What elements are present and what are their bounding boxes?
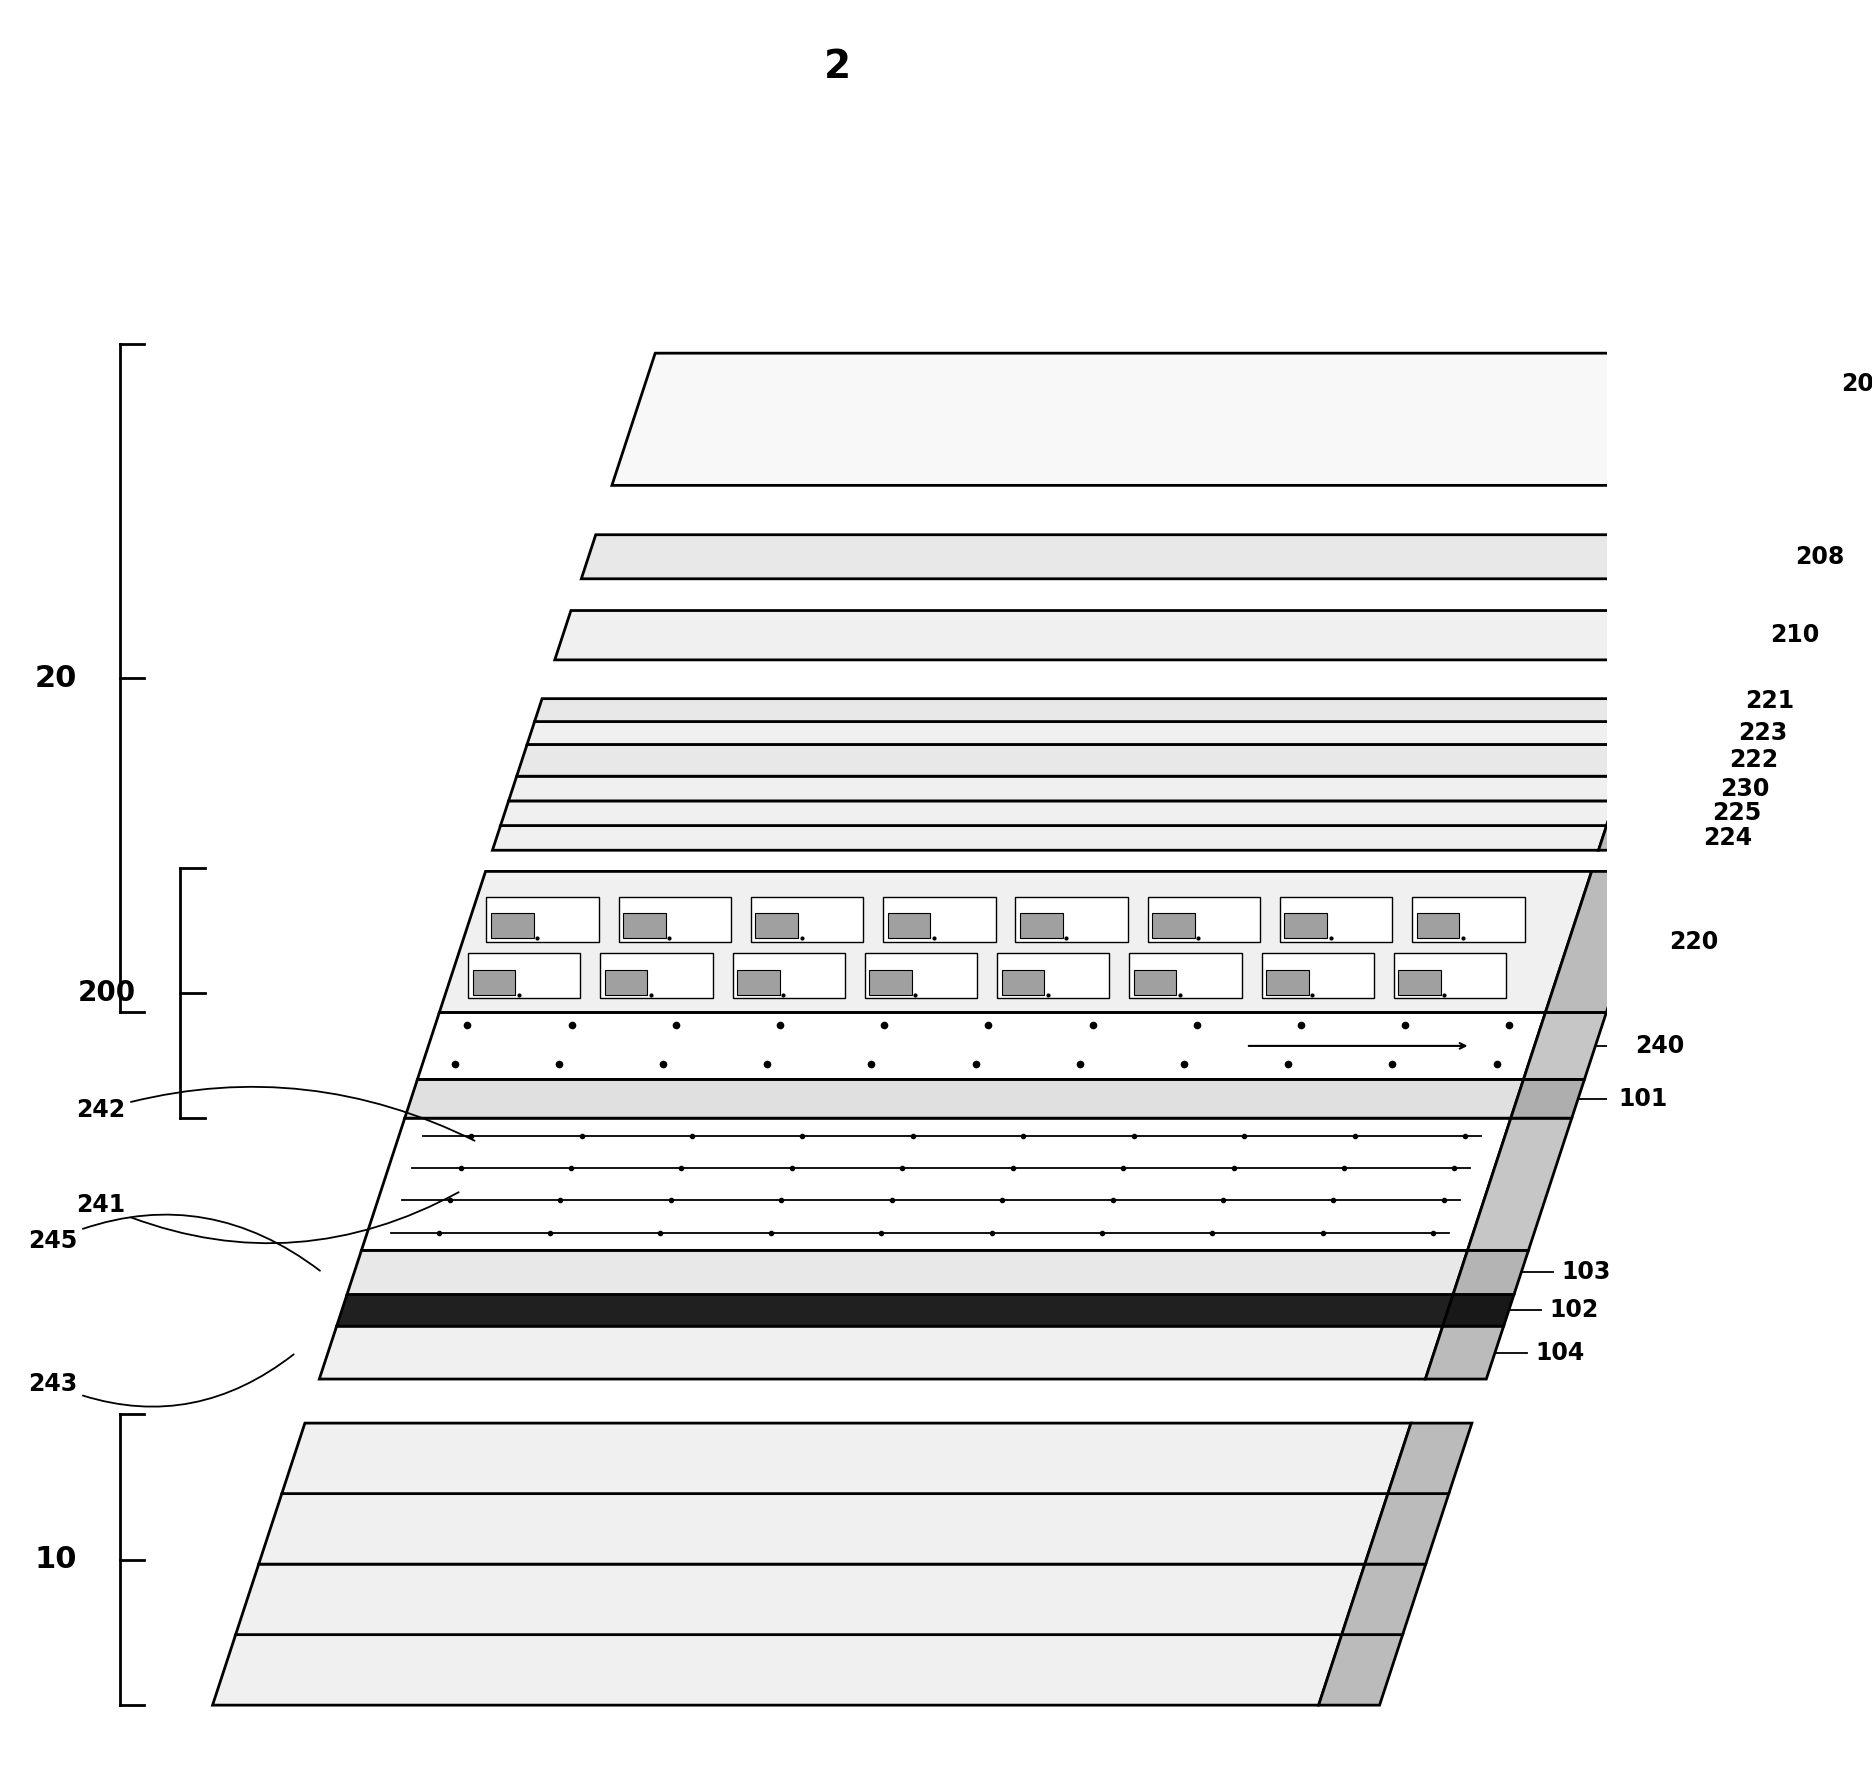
Polygon shape: [1660, 611, 1737, 661]
Polygon shape: [582, 535, 1702, 579]
Polygon shape: [361, 1118, 1511, 1250]
Polygon shape: [535, 698, 1647, 721]
Bar: [1129, 953, 1241, 999]
Polygon shape: [1318, 1635, 1402, 1705]
Bar: [865, 953, 977, 999]
Polygon shape: [500, 800, 1616, 825]
Bar: [1020, 914, 1063, 939]
Polygon shape: [528, 721, 1640, 744]
Polygon shape: [554, 611, 1677, 661]
Polygon shape: [1632, 721, 1702, 744]
Bar: [1134, 971, 1176, 995]
Text: 242: 242: [77, 1087, 475, 1141]
Polygon shape: [404, 1079, 1524, 1118]
Bar: [1411, 896, 1524, 942]
Bar: [884, 896, 996, 942]
Text: 220: 220: [1670, 930, 1718, 955]
Polygon shape: [1468, 1118, 1572, 1250]
Polygon shape: [517, 744, 1632, 776]
Text: 209: 209: [1840, 372, 1872, 397]
Polygon shape: [337, 1295, 1453, 1326]
Bar: [751, 896, 863, 942]
Bar: [732, 953, 844, 999]
Polygon shape: [1616, 776, 1683, 800]
Polygon shape: [1387, 1424, 1471, 1493]
Polygon shape: [1546, 871, 1653, 1013]
Bar: [1262, 953, 1374, 999]
Polygon shape: [283, 1424, 1411, 1493]
Bar: [1280, 896, 1393, 942]
Polygon shape: [258, 1493, 1387, 1564]
Text: 222: 222: [1730, 749, 1778, 772]
Text: 200: 200: [79, 979, 137, 1008]
Text: 230: 230: [1720, 776, 1769, 800]
Bar: [472, 971, 515, 995]
Polygon shape: [346, 1250, 1468, 1295]
Text: 104: 104: [1535, 1341, 1584, 1365]
Text: 101: 101: [1617, 1087, 1668, 1110]
Text: 245: 245: [28, 1215, 320, 1272]
Bar: [1015, 896, 1129, 942]
Bar: [605, 971, 648, 995]
Bar: [887, 914, 930, 939]
Bar: [1265, 971, 1309, 995]
Text: 208: 208: [1795, 545, 1846, 568]
Polygon shape: [509, 776, 1623, 800]
Polygon shape: [612, 352, 1762, 485]
Polygon shape: [1453, 1250, 1528, 1295]
Polygon shape: [1443, 1295, 1514, 1326]
Text: 240: 240: [1636, 1034, 1685, 1057]
Bar: [1395, 953, 1507, 999]
Bar: [869, 971, 912, 995]
Polygon shape: [1425, 1326, 1503, 1380]
Bar: [468, 953, 580, 999]
Bar: [1153, 914, 1194, 939]
Bar: [601, 953, 713, 999]
Text: 210: 210: [1769, 623, 1820, 646]
Polygon shape: [1511, 1079, 1584, 1118]
Polygon shape: [417, 1013, 1546, 1079]
Text: 241: 241: [77, 1192, 459, 1243]
Bar: [738, 971, 781, 995]
Bar: [998, 953, 1110, 999]
Polygon shape: [1606, 800, 1675, 825]
Bar: [756, 914, 797, 939]
Bar: [487, 896, 599, 942]
Text: 223: 223: [1737, 721, 1788, 746]
Text: 10: 10: [34, 1546, 77, 1574]
Bar: [623, 914, 666, 939]
Bar: [1002, 971, 1045, 995]
Text: 20: 20: [34, 664, 77, 692]
Polygon shape: [320, 1326, 1443, 1380]
Text: 221: 221: [1745, 689, 1795, 714]
Text: 102: 102: [1548, 1298, 1599, 1323]
Bar: [1284, 914, 1327, 939]
Polygon shape: [492, 825, 1606, 850]
Polygon shape: [440, 871, 1591, 1013]
Text: 2: 2: [824, 48, 852, 87]
Bar: [1148, 896, 1260, 942]
Text: 224: 224: [1704, 825, 1752, 850]
Bar: [620, 896, 732, 942]
Bar: [490, 914, 534, 939]
Polygon shape: [1342, 1564, 1426, 1635]
Text: 243: 243: [28, 1355, 294, 1406]
Polygon shape: [1640, 698, 1709, 721]
Text: 225: 225: [1711, 800, 1762, 825]
Polygon shape: [1623, 744, 1694, 776]
Bar: [1398, 971, 1441, 995]
Polygon shape: [1524, 1013, 1606, 1079]
Polygon shape: [1365, 1493, 1449, 1564]
Polygon shape: [1718, 352, 1821, 485]
Polygon shape: [213, 1635, 1342, 1705]
Text: 103: 103: [1561, 1261, 1610, 1284]
Polygon shape: [1599, 825, 1668, 850]
Bar: [1417, 914, 1460, 939]
Polygon shape: [1687, 535, 1763, 579]
Polygon shape: [236, 1564, 1365, 1635]
